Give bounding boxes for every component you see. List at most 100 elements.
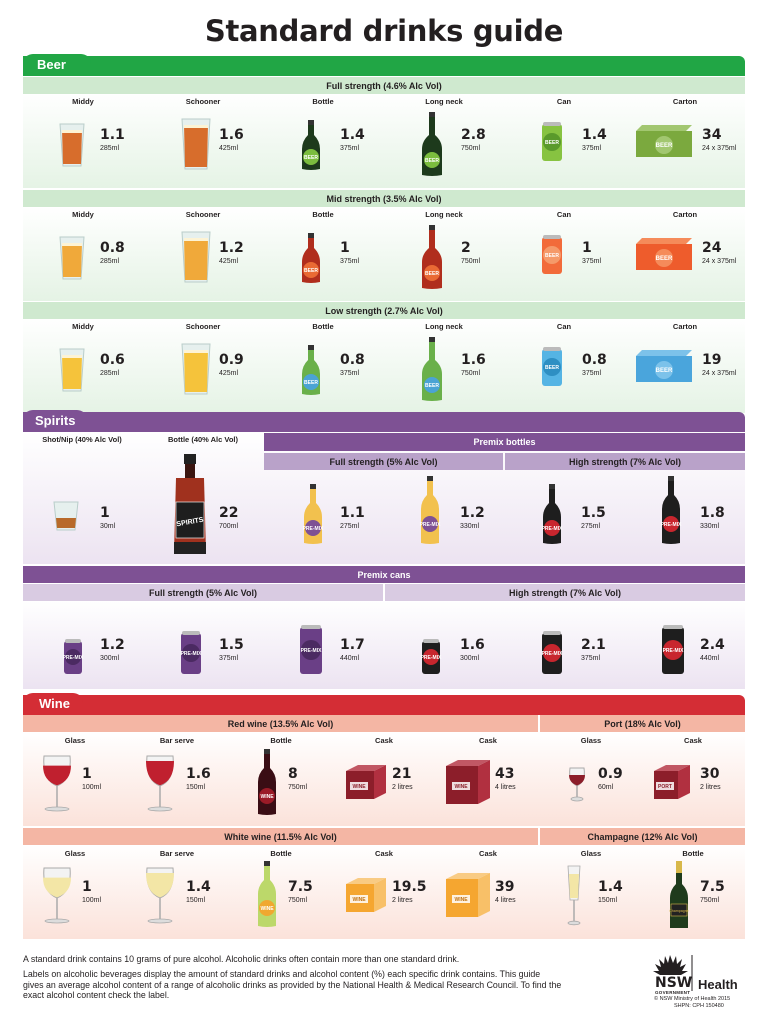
beer-band-2-item-5-value: 19	[702, 352, 722, 368]
spirits-shot-value: 1	[100, 505, 110, 521]
beer-band-0-title: Full strength (4.6% Alc Vol)	[23, 77, 745, 94]
red-col-4: Cask	[479, 736, 497, 745]
svg-text:WINE: WINE	[454, 897, 468, 903]
spirits-cans-panel	[23, 601, 745, 689]
red-glass-icon	[40, 754, 74, 812]
white-item-2-volume: 750ml	[288, 897, 308, 904]
beer-band-0-col-1: Schooner	[185, 97, 221, 106]
beer-band-2-item-3-value: 1.6	[461, 352, 486, 368]
logo-government: GOVERNMENT	[655, 990, 691, 995]
champ-item-0-volume: 150ml	[598, 897, 618, 904]
shpn: SHPN: CPH 150480	[674, 1003, 724, 1009]
white-cask-small-icon: WINE	[344, 876, 388, 914]
beer-band-2-col-0: Middy	[72, 322, 94, 331]
svg-text:BEER: BEER	[656, 256, 673, 262]
beer-band-2-item-4-value: 0.8	[582, 352, 607, 368]
beer-bottle-icon: BEER	[300, 344, 322, 396]
premix-can-2-volume: 440ml	[340, 655, 360, 662]
red-item-0-volume: 100ml	[82, 784, 102, 791]
white-wine-title: White wine (11.5% Alc Vol)	[23, 828, 538, 845]
beer-band-2-item-2-value: 0.8	[340, 352, 365, 368]
red-barserve-icon	[143, 754, 177, 812]
premix-can-icon-5: PRE-MIX	[660, 624, 686, 676]
beer-band-1-item-1-volume: 425ml	[219, 258, 239, 265]
beer-band-0-panel	[23, 94, 745, 188]
beer-band-2-item-3-volume: 750ml	[461, 370, 481, 377]
beer-schooner-icon	[180, 117, 212, 171]
beer-band-2-item-2-volume: 375ml	[340, 370, 360, 377]
beer-band-2-col-4: Can	[556, 322, 572, 331]
spirits-section-title: Spirits	[23, 410, 87, 432]
premix-can-icon-4: PRE-MIX	[540, 630, 564, 676]
beer-band-2-title: Low strength (2.7% Alc Vol)	[23, 302, 745, 319]
beer-band-1-item-4-value: 1	[582, 240, 592, 256]
beer-band-2-item-5-volume: 24 x 375ml	[702, 370, 737, 377]
beer-band-1-col-4: Can	[556, 210, 572, 219]
white-col-1: Bar serve	[159, 849, 195, 858]
red-item-1-volume: 150ml	[186, 784, 206, 791]
white-glass-icon	[40, 866, 74, 924]
red-bottle-icon: WINE	[256, 748, 278, 816]
white-item-4-volume: 4 litres	[495, 897, 516, 904]
white-col-0: Glass	[64, 849, 86, 858]
premix-bottle-0-volume: 275ml	[340, 523, 360, 530]
footer-note-2: Labels on alcoholic beverages display th…	[23, 969, 562, 1000]
beer-band-0-item-0-value: 1.1	[100, 127, 125, 143]
port-glass-icon	[566, 766, 588, 802]
white-item-0-volume: 100ml	[82, 897, 102, 904]
white-col-3: Cask	[375, 849, 393, 858]
svg-text:PRE-MIX: PRE-MIX	[303, 526, 324, 532]
premix-can-0-value: 1.2	[100, 637, 125, 653]
beer-band-1-item-1-value: 1.2	[219, 240, 244, 256]
premix-cans-full: Full strength (5% Alc Vol)	[23, 584, 383, 601]
beer-band-1-col-5: Carton	[672, 210, 698, 219]
beer-band-1-item-5-volume: 24 x 375ml	[702, 258, 737, 265]
beer-middy-icon	[58, 122, 86, 168]
beer-band-2-item-4-volume: 375ml	[582, 370, 602, 377]
champagne-title: Champagne (12% Alc Vol)	[540, 828, 745, 845]
svg-text:BEER: BEER	[304, 268, 318, 274]
svg-text:PRE-MIX: PRE-MIX	[663, 648, 685, 654]
svg-text:Champagne: Champagne	[669, 909, 689, 913]
red-item-3-volume: 2 litres	[392, 784, 413, 791]
svg-text:WINE: WINE	[260, 794, 274, 800]
beer-band-0-col-0: Middy	[72, 97, 94, 106]
beer-band-0-item-3-value: 2.8	[461, 127, 486, 143]
svg-text:BEER: BEER	[304, 380, 318, 386]
svg-text:BEER: BEER	[656, 143, 673, 149]
white-item-2-value: 7.5	[288, 879, 313, 895]
beer-band-1-item-2-value: 1	[340, 240, 350, 256]
premix-can-2-value: 1.7	[340, 637, 365, 653]
premix-can-3-volume: 300ml	[460, 655, 480, 662]
premix-can-icon-0: PRE-MIX	[62, 638, 84, 676]
red-cask-small-icon: WINE	[344, 763, 388, 801]
svg-text:BEER: BEER	[545, 140, 559, 146]
red-item-1-value: 1.6	[186, 766, 211, 782]
beer-band-1-item-0-volume: 285ml	[100, 258, 120, 265]
beer-section-header: Beer	[23, 54, 745, 76]
beer-longneck-icon: BEER	[420, 111, 444, 177]
svg-text:BEER: BEER	[545, 253, 559, 259]
premix-can-4-value: 2.1	[581, 637, 606, 653]
white-item-3-volume: 2 litres	[392, 897, 413, 904]
beer-band-0-item-4-volume: 375ml	[582, 145, 602, 152]
premix-bottle-2-volume: 275ml	[581, 523, 601, 530]
premix-bottle-2-value: 1.5	[581, 505, 606, 521]
svg-text:PRE-MIX: PRE-MIX	[421, 655, 442, 661]
svg-text:BEER: BEER	[304, 155, 318, 161]
beer-band-1-item-2-volume: 375ml	[340, 258, 360, 265]
svg-text:PRE-MIX: PRE-MIX	[542, 526, 563, 532]
beer-band-1-title: Mid strength (3.5% Alc Vol)	[23, 190, 745, 207]
svg-text:PORT: PORT	[658, 784, 672, 790]
svg-text:WINE: WINE	[352, 897, 366, 903]
beer-bottle-icon: BEER	[300, 119, 322, 171]
premix-bottle-0-value: 1.1	[340, 505, 365, 521]
premix-bottles-title: Premix bottles	[264, 433, 745, 451]
port-col-0: Glass	[580, 736, 602, 745]
nsw-health-logo: NSW GOVERNMENT Health © NSW Ministry of …	[652, 953, 748, 1013]
spirits-bottle-volume: 700ml	[219, 523, 239, 530]
red-col-1: Bar serve	[159, 736, 195, 745]
beer-band-2-item-0-volume: 285ml	[100, 370, 120, 377]
logo-nsw: NSW	[655, 975, 693, 991]
champ-item-1-volume: 750ml	[700, 897, 720, 904]
